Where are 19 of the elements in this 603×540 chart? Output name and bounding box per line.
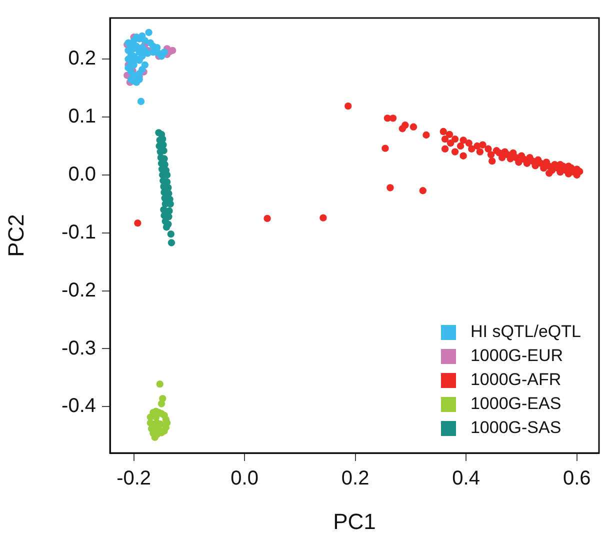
y-axis-title: PC2: [3, 214, 28, 257]
y-tick-label: -0.3: [62, 337, 96, 360]
legend-label: 1000G-AFR: [470, 370, 562, 390]
legend-label: 1000G-SAS: [470, 418, 562, 438]
y-tick-label: -0.4: [62, 395, 96, 418]
y-tick-label: -0.1: [62, 221, 96, 244]
x-axis-title: PC1: [333, 508, 376, 534]
y-tick-label: 0.2: [68, 48, 96, 70]
y-tick-label: 0.0: [68, 163, 96, 186]
legend-label: HI sQTL/eQTL: [470, 322, 581, 342]
x-tick-label: 0.0: [230, 468, 258, 490]
x-tick-label: 0.6: [562, 468, 591, 490]
x-tick-label: 0.4: [452, 468, 480, 490]
y-tick-label: 0.1: [68, 106, 96, 128]
x-tick-label: 0.2: [341, 468, 370, 490]
legend-label: 1000G-EAS: [470, 394, 562, 414]
x-tick-label: -0.2: [116, 468, 152, 490]
legend-label: 1000G-EUR: [470, 346, 564, 366]
y-tick-label: -0.2: [62, 279, 96, 302]
